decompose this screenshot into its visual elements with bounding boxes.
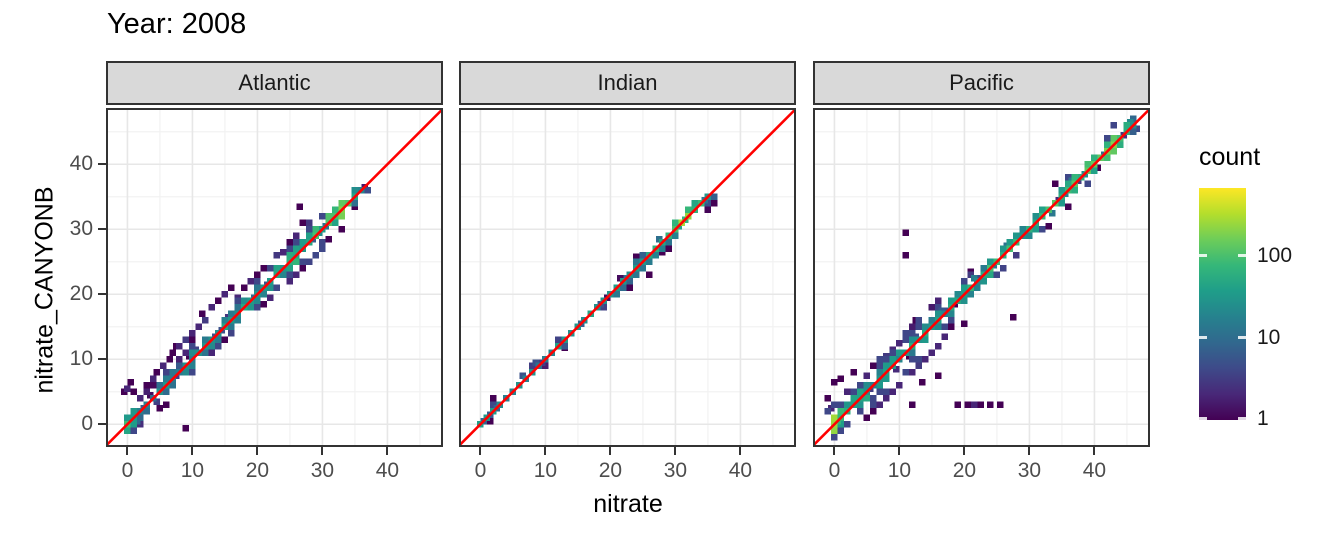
legend-title: count bbox=[1199, 143, 1261, 171]
identity-line bbox=[106, 108, 443, 447]
x-tick-mark bbox=[609, 447, 612, 455]
y-tick-label: 20 bbox=[69, 282, 93, 306]
x-tick-label: 0 bbox=[828, 459, 841, 482]
x-tick-label: 20 bbox=[245, 459, 270, 482]
facet-indian: Indian bbox=[459, 61, 796, 447]
legend-tick-mark bbox=[1199, 417, 1207, 420]
facet-atlantic: Atlantic bbox=[106, 61, 443, 447]
y-tick-label: 0 bbox=[81, 412, 93, 436]
legend-tick-mark bbox=[1199, 254, 1207, 258]
x-tick-mark bbox=[479, 447, 482, 455]
legend-count: count 100 10 1 bbox=[1199, 143, 1292, 430]
facet-strip-label: Indian bbox=[597, 70, 658, 95]
plot-title: Year: 2008 bbox=[107, 8, 247, 40]
x-tick-label: 20 bbox=[952, 459, 977, 482]
x-tick-label: 10 bbox=[533, 459, 558, 482]
x-tick-mark bbox=[321, 447, 324, 455]
x-tick-label: 10 bbox=[887, 459, 912, 482]
panel-indian bbox=[459, 108, 796, 447]
x-tick-mark bbox=[126, 447, 129, 455]
identity-line bbox=[459, 108, 796, 447]
x-tick-label: 10 bbox=[180, 459, 205, 482]
legend-tick-mark bbox=[1199, 336, 1207, 340]
x-tick-label: 40 bbox=[1082, 459, 1107, 482]
x-tick-mark bbox=[963, 447, 966, 455]
panel-atlantic bbox=[106, 108, 443, 447]
x-tick-mark bbox=[833, 447, 836, 455]
legend-tick-label: 1 bbox=[1257, 406, 1269, 430]
y-tick-mark bbox=[98, 358, 106, 361]
identity-line bbox=[813, 108, 1150, 447]
facet-pacific: Pacific bbox=[813, 61, 1150, 447]
x-tick-label: 30 bbox=[1017, 459, 1042, 482]
x-tick-mark bbox=[544, 447, 547, 455]
facet-strip-label: Atlantic bbox=[238, 70, 311, 95]
x-tick-mark bbox=[898, 447, 901, 455]
x-tick-label: 30 bbox=[310, 459, 335, 482]
legend-tick-label: 10 bbox=[1257, 325, 1281, 349]
x-tick-mark bbox=[1093, 447, 1096, 455]
x-tick-label: 40 bbox=[728, 459, 753, 482]
facet-strip: Indian bbox=[459, 61, 796, 105]
y-tick-mark bbox=[98, 293, 106, 296]
y-tick-mark bbox=[98, 228, 106, 231]
x-tick-mark bbox=[674, 447, 677, 455]
y-tick-label: 10 bbox=[69, 347, 93, 371]
facet-strip-label: Pacific bbox=[949, 70, 1014, 95]
x-tick-label: 0 bbox=[121, 459, 134, 482]
legend-tick-mark bbox=[1238, 417, 1246, 420]
x-tick-label: 0 bbox=[474, 459, 487, 482]
x-tick-label: 40 bbox=[375, 459, 400, 482]
facet-strip: Atlantic bbox=[106, 61, 443, 105]
legend-colorbar: 100 10 1 bbox=[1199, 188, 1292, 430]
x-tick-mark bbox=[1028, 447, 1031, 455]
y-tick-mark bbox=[98, 423, 106, 426]
y-tick-mark bbox=[98, 163, 106, 166]
legend-tick-mark bbox=[1238, 336, 1246, 340]
legend-tick-label: 100 bbox=[1257, 243, 1293, 267]
x-tick-label: 20 bbox=[598, 459, 623, 482]
y-tick-label: 30 bbox=[69, 217, 93, 241]
panel-pacific bbox=[813, 108, 1150, 447]
x-tick-mark bbox=[191, 447, 194, 455]
x-tick-mark bbox=[386, 447, 389, 455]
x-tick-mark bbox=[256, 447, 259, 455]
facet-strip: Pacific bbox=[813, 61, 1150, 105]
x-axis-title: nitrate bbox=[593, 490, 663, 518]
x-tick-label: 30 bbox=[663, 459, 688, 482]
legend-tick-mark bbox=[1238, 254, 1246, 258]
y-tick-label: 40 bbox=[69, 152, 93, 176]
x-tick-mark bbox=[739, 447, 742, 455]
